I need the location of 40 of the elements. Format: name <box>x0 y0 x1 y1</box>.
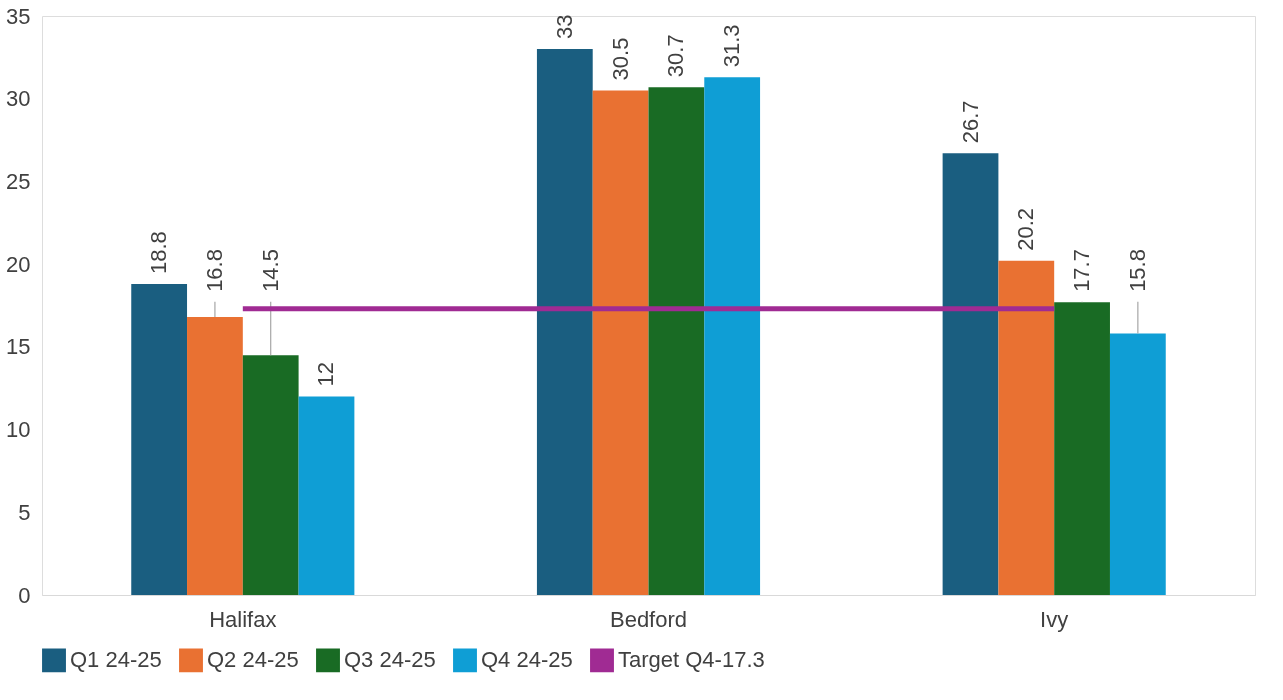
data-label: 31.3 <box>719 24 745 68</box>
data-label: 15.8 <box>1124 249 1150 292</box>
legend-label: Q4 24-25 <box>481 647 573 673</box>
data-label: 20.2 <box>1013 208 1039 251</box>
y-tick-label: 20 <box>6 251 31 277</box>
y-tick-label: 5 <box>18 499 31 525</box>
data-label: 16.8 <box>201 249 227 292</box>
legend-label: Q1 24-25 <box>70 647 162 673</box>
bar <box>648 87 705 595</box>
bar <box>704 77 761 595</box>
bar <box>242 355 299 595</box>
bar <box>536 49 593 595</box>
bar <box>1054 302 1110 595</box>
data-label: 30.5 <box>607 37 633 81</box>
data-label: 12 <box>313 362 339 387</box>
data-label: 17.7 <box>1069 249 1095 292</box>
bar <box>298 396 355 595</box>
legend-label: Q2 24-25 <box>207 647 299 673</box>
data-label: 30.7 <box>663 34 689 78</box>
bar <box>187 317 243 595</box>
x-tick-label: Halifax <box>209 606 277 632</box>
y-tick-label: 25 <box>6 168 31 194</box>
data-label: 33 <box>551 14 577 40</box>
data-label: 14.5 <box>257 249 283 292</box>
legend-label: Target Q4-17.3 <box>618 647 765 673</box>
y-tick-label: 30 <box>6 86 31 112</box>
y-tick-label: 0 <box>18 582 31 608</box>
x-tick-label: Ivy <box>1040 606 1069 632</box>
y-tick-label: 10 <box>6 417 31 443</box>
bar <box>592 90 649 595</box>
bar <box>1109 333 1166 595</box>
x-tick-label: Bedford <box>609 606 688 632</box>
y-tick-label: 15 <box>6 334 31 360</box>
bar <box>942 153 999 595</box>
data-label: 26.7 <box>957 100 983 144</box>
y-tick-label: 35 <box>6 3 31 29</box>
bar <box>131 283 188 595</box>
legend-label: Q3 24-25 <box>344 647 436 673</box>
bar <box>998 260 1055 595</box>
data-label: 18.8 <box>146 231 172 274</box>
